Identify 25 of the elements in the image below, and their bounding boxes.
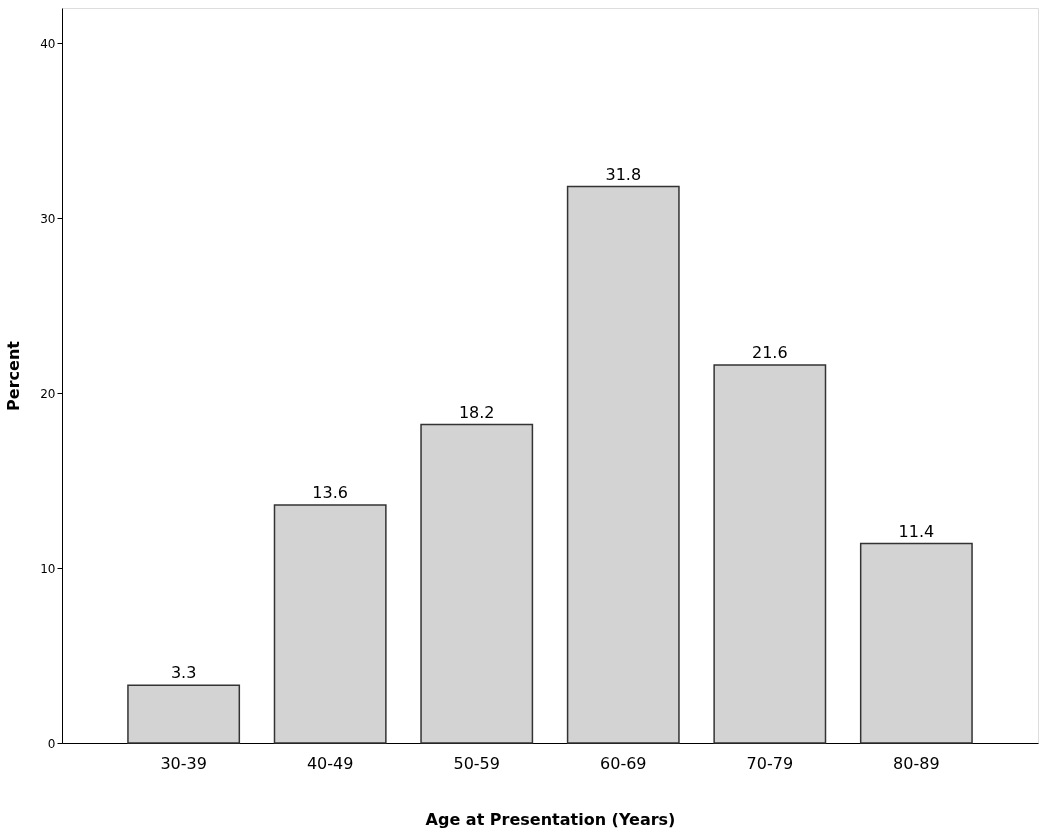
x-tick-label: 60-69	[600, 753, 647, 773]
data-label: 3.3	[170, 663, 197, 683]
bar	[420, 423, 534, 744]
y-tick-label: 20	[40, 386, 56, 401]
y-tick-label: 10	[40, 561, 56, 576]
x-tick-label: 40-49	[306, 753, 354, 773]
y-tick-label: 40	[40, 36, 56, 51]
x-tick-label: 30-39	[160, 753, 207, 773]
y-tick-label: 30	[40, 211, 56, 226]
x-tick-label: 70-79	[746, 753, 794, 773]
bar	[713, 364, 827, 744]
bar	[859, 542, 973, 744]
x-axis-title: Age at Presentation (Years)	[425, 809, 676, 829]
y-axis-title: Percent	[4, 340, 24, 411]
data-label: 18.2	[458, 402, 495, 422]
bar	[566, 185, 680, 744]
data-label: 13.6	[312, 483, 348, 502]
bar	[127, 684, 241, 744]
data-label: 11.4	[898, 521, 935, 541]
bar	[273, 504, 387, 744]
data-label: 21.6	[752, 343, 788, 362]
x-tick-label: 50-59	[453, 753, 500, 773]
x-tick-label: 80-89	[893, 753, 940, 773]
data-label: 31.8	[605, 164, 642, 184]
y-tick-label: 0	[47, 736, 56, 751]
